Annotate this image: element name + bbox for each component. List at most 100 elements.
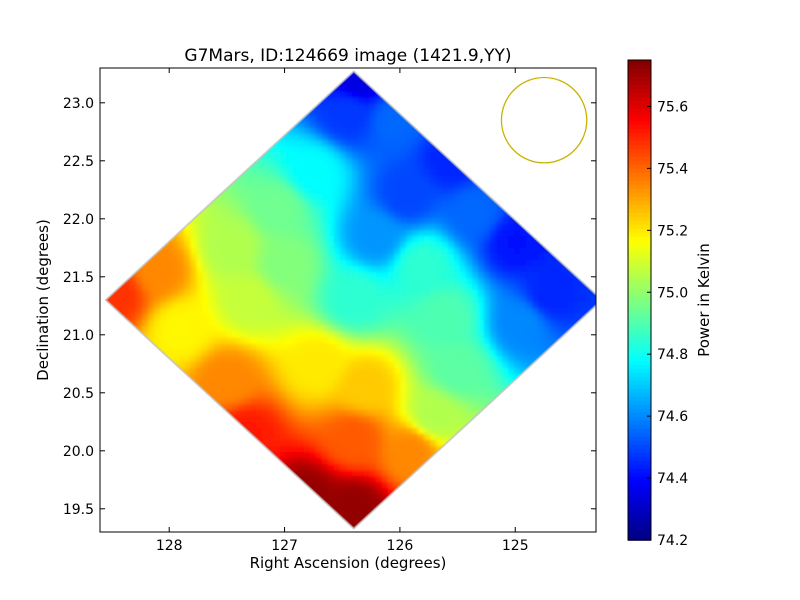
- heatmap-cell: [424, 404, 431, 411]
- heatmap-cell: [328, 146, 335, 153]
- heatmap-cell: [532, 260, 539, 267]
- heatmap-cell: [412, 326, 419, 333]
- heatmap-cell: [394, 152, 401, 159]
- heatmap-cell: [334, 86, 341, 93]
- heatmap-cell: [298, 146, 305, 153]
- heatmap-cell: [214, 392, 221, 399]
- heatmap-cell: [118, 284, 125, 291]
- heatmap-cell: [370, 212, 377, 219]
- heatmap-cell: [568, 314, 575, 321]
- heatmap-cell: [340, 314, 347, 321]
- heatmap-cell: [430, 152, 437, 159]
- heatmap-cell: [388, 344, 395, 351]
- heatmap-cell: [178, 236, 185, 243]
- heatmap-cell: [250, 224, 257, 231]
- heatmap-cell: [496, 374, 503, 381]
- heatmap-cell: [154, 266, 161, 273]
- heatmap-cell: [502, 332, 509, 339]
- heatmap-cell: [460, 218, 467, 225]
- heatmap-cell: [376, 344, 383, 351]
- heatmap-cell: [358, 344, 365, 351]
- heatmap-cell: [334, 242, 341, 249]
- heatmap-cell: [358, 212, 365, 219]
- heatmap-cell: [358, 332, 365, 339]
- heatmap-cell: [418, 320, 425, 327]
- heatmap-cell: [424, 302, 431, 309]
- heatmap-cell: [436, 176, 443, 183]
- heatmap-cell: [442, 212, 449, 219]
- heatmap-cell: [184, 302, 191, 309]
- heatmap-cell: [280, 272, 287, 279]
- heatmap-cell: [442, 308, 449, 315]
- heatmap-cell: [118, 296, 125, 303]
- heatmap-cell: [448, 356, 455, 363]
- heatmap-cell: [154, 332, 161, 339]
- heatmap-cell: [274, 416, 281, 423]
- heatmap-cell: [364, 272, 371, 279]
- heatmap-cell: [406, 368, 413, 375]
- heatmap-cell: [202, 338, 209, 345]
- heatmap-cell: [418, 146, 425, 153]
- heatmap-cell: [496, 368, 503, 375]
- heatmap-cell: [460, 344, 467, 351]
- heatmap-cell: [400, 164, 407, 171]
- heatmap-cell: [334, 302, 341, 309]
- heatmap-cell: [442, 356, 449, 363]
- heatmap-cell: [526, 260, 533, 267]
- heatmap-cell: [130, 314, 137, 321]
- heatmap-cell: [460, 374, 467, 381]
- heatmap-cell: [322, 302, 329, 309]
- heatmap-cell: [448, 338, 455, 345]
- heatmap-cell: [442, 320, 449, 327]
- heatmap-cell: [442, 164, 449, 171]
- heatmap-cell: [256, 320, 263, 327]
- heatmap-cell: [202, 380, 209, 387]
- heatmap-cell: [364, 368, 371, 375]
- heatmap-cell: [196, 272, 203, 279]
- heatmap-cell: [532, 296, 539, 303]
- heatmap-cell: [292, 182, 299, 189]
- heatmap-cell: [286, 146, 293, 153]
- heatmap-cell: [442, 254, 449, 261]
- heatmap-cell: [370, 254, 377, 261]
- heatmap-cell: [214, 212, 221, 219]
- heatmap-cell: [394, 140, 401, 147]
- heatmap-cell: [310, 392, 317, 399]
- heatmap-cell: [250, 302, 257, 309]
- heatmap-cell: [370, 140, 377, 147]
- heatmap-cell: [466, 404, 473, 411]
- heatmap-cell: [490, 296, 497, 303]
- heatmap-cell: [340, 422, 347, 429]
- heatmap-cell: [280, 374, 287, 381]
- heatmap-cell: [388, 164, 395, 171]
- heatmap-cell: [340, 290, 347, 297]
- heatmap-cell: [274, 176, 281, 183]
- heatmap-cell: [298, 122, 305, 129]
- heatmap-cell: [376, 200, 383, 207]
- heatmap-cell: [382, 254, 389, 261]
- heatmap-cell: [388, 404, 395, 411]
- heatmap-cell: [142, 320, 149, 327]
- heatmap-cell: [322, 386, 329, 393]
- heatmap-cell: [568, 296, 575, 303]
- heatmap-cell: [466, 182, 473, 189]
- heatmap-cell: [346, 92, 353, 99]
- heatmap-cell: [190, 218, 197, 225]
- heatmap-cell: [274, 338, 281, 345]
- heatmap-cell: [358, 392, 365, 399]
- heatmap-cell: [256, 404, 263, 411]
- heatmap-cell: [478, 398, 485, 405]
- heatmap-cell: [244, 350, 251, 357]
- heatmap-cell: [286, 134, 293, 141]
- heatmap-cell: [358, 338, 365, 345]
- heatmap-cell: [268, 284, 275, 291]
- heatmap-cell: [352, 92, 359, 99]
- heatmap-cell: [232, 230, 239, 237]
- heatmap-cell: [262, 308, 269, 315]
- heatmap-cell: [472, 374, 479, 381]
- heatmap-cell: [406, 350, 413, 357]
- heatmap-cell: [310, 110, 317, 117]
- heatmap-cell: [418, 182, 425, 189]
- heatmap-cell: [472, 188, 479, 195]
- heatmap-cell: [346, 122, 353, 129]
